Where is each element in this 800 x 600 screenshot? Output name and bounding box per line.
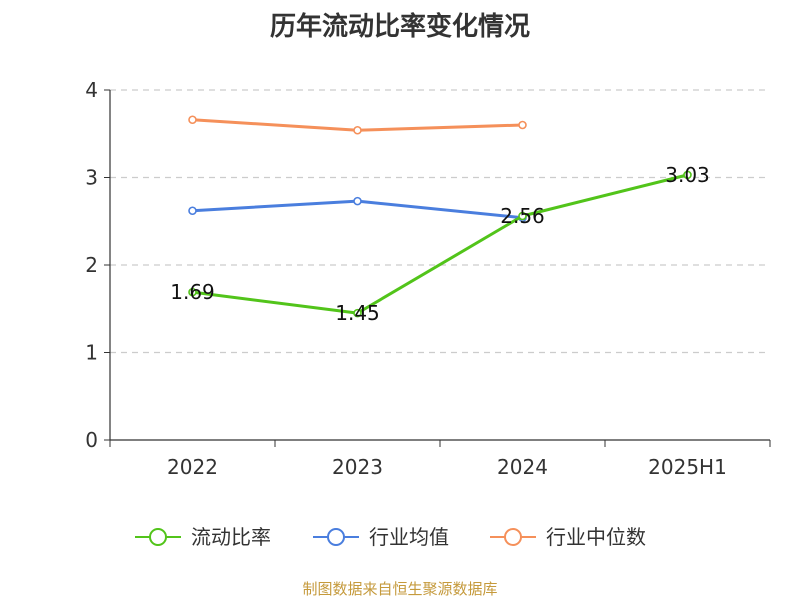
series-2-point-1	[353, 125, 362, 135]
x-tick-label-2025H1: 2025H1	[648, 455, 727, 479]
legend-marker-1	[327, 528, 345, 546]
legend-label-2: 行业中位数	[546, 525, 646, 549]
gridlines	[110, 89, 770, 354]
data-label-0: 1.69	[170, 280, 215, 304]
series-2-point-2	[518, 120, 527, 130]
x-tick-label-2023: 2023	[332, 455, 383, 479]
y-tick-label-4: 4	[85, 78, 98, 102]
series-1-point-0	[188, 206, 197, 216]
legend-marker-0	[149, 528, 167, 546]
y-tick-label-0: 0	[85, 428, 98, 452]
series-2-point-0	[188, 115, 197, 125]
y-tick-label-2: 2	[85, 253, 98, 277]
y-tick-label-1: 1	[85, 341, 98, 365]
data-label-2: 2.56	[500, 204, 545, 228]
series-0-point-0	[188, 287, 197, 297]
x-tick-label-2024: 2024	[497, 455, 548, 479]
series-1-point-1	[353, 196, 362, 206]
chart-title: 历年流动比率变化情况	[269, 12, 530, 42]
series-0-point-3	[683, 170, 692, 180]
legend-label-1: 行业均值	[369, 525, 449, 549]
legend-marker-2	[504, 528, 522, 546]
data-label-1: 1.45	[335, 301, 380, 325]
legend: 流动比率 行业均值 行业中位数	[135, 525, 646, 549]
data-labels: 1.69 1.45 2.56 3.03	[170, 163, 710, 325]
x-tick-label-2022: 2022	[167, 455, 218, 479]
series-0-point-2	[518, 211, 527, 221]
legend-label-0: 流动比率	[191, 525, 271, 549]
series-lines	[188, 115, 692, 318]
y-tick-label-3: 3	[85, 166, 98, 190]
axis-ticks: 0 1 2 3 4 2022 2023 2024 2025H1	[85, 78, 771, 479]
series-0-point-1	[353, 308, 362, 318]
data-label-3: 3.03	[665, 163, 710, 187]
series-line-0	[192, 173, 688, 315]
data-source-note: 制图数据来自恒生聚源数据库	[302, 580, 498, 598]
